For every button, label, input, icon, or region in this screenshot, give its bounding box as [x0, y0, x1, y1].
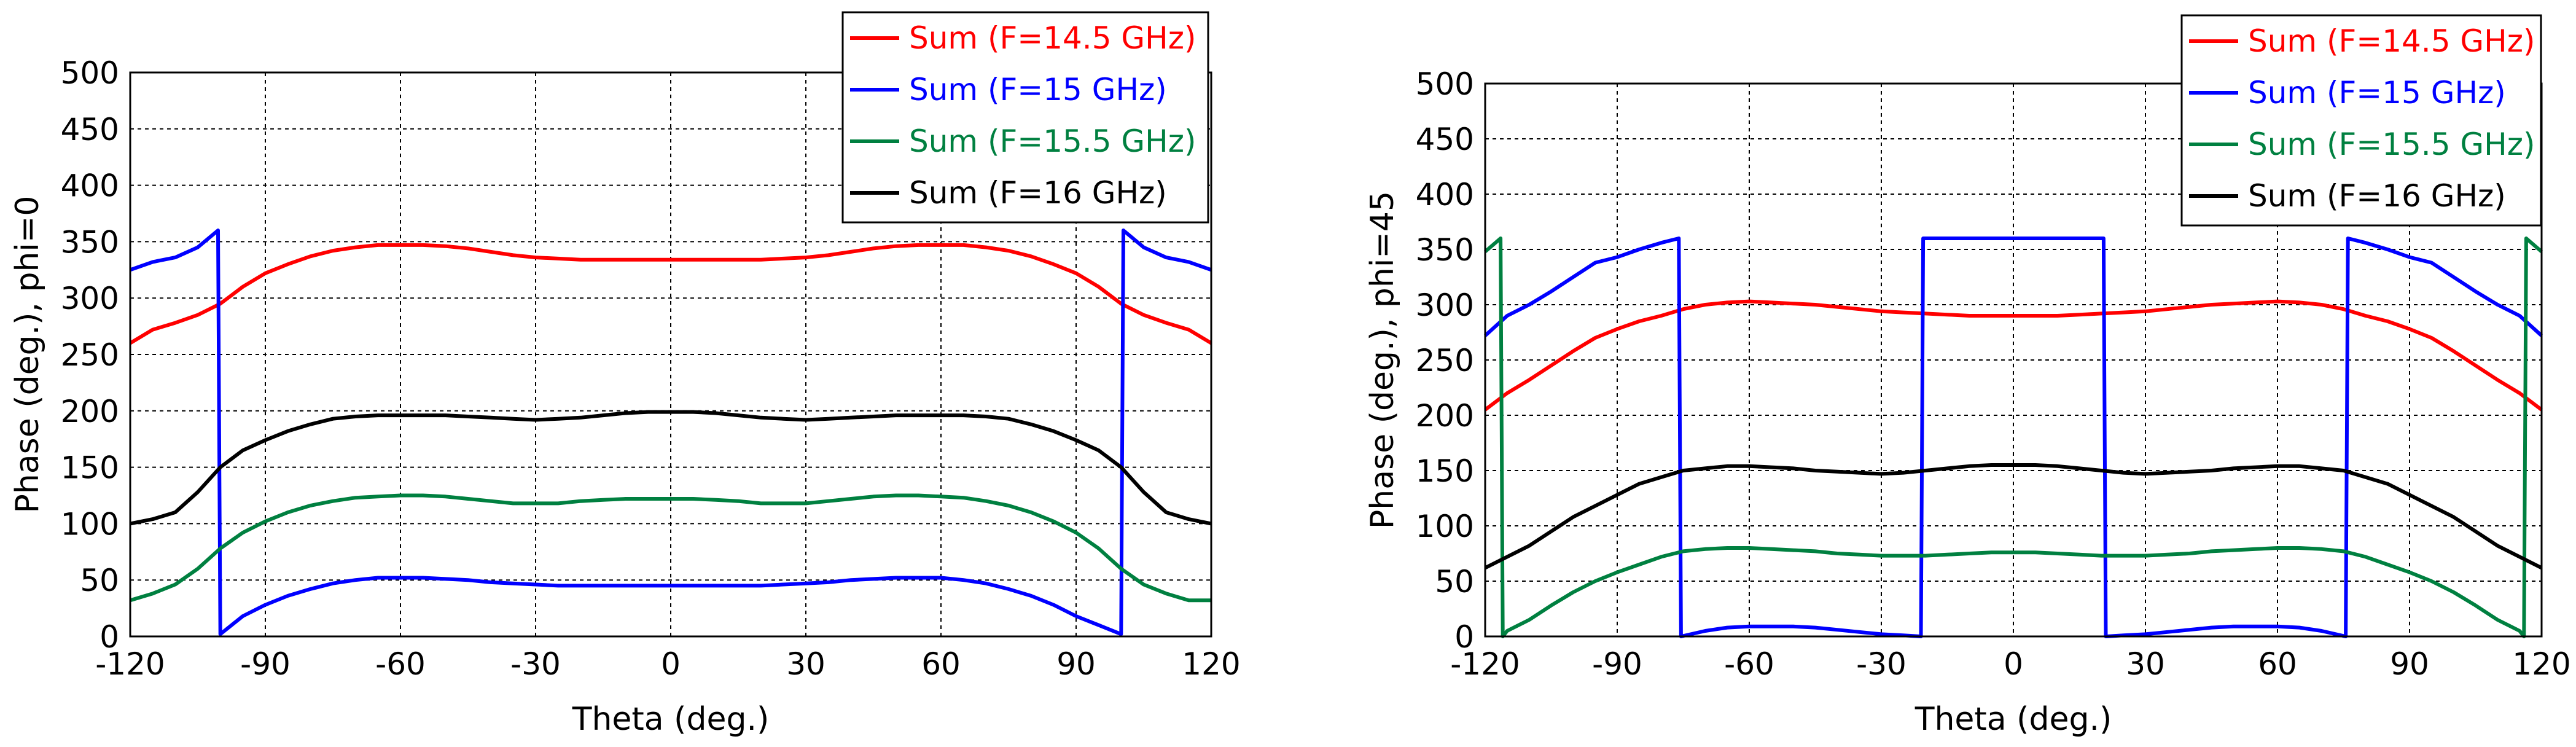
x-tick-label: 0 — [2004, 646, 2023, 682]
y-tick-label: 500 — [1416, 66, 1474, 102]
y-tick-label: 300 — [1416, 287, 1474, 323]
plot-frame — [1484, 82, 2543, 638]
x-tick-label: -30 — [510, 646, 561, 682]
x-axis-title: Theta (deg.) — [572, 701, 770, 738]
legend-label: Sum (F=15.5 GHz) — [2248, 127, 2535, 162]
y-tick-label: 200 — [61, 394, 119, 429]
y-tick-label: 300 — [61, 281, 119, 316]
series-line-3 — [1484, 463, 2543, 570]
series-line-0 — [1484, 299, 2543, 412]
y-tick-label: 400 — [1416, 177, 1474, 213]
series-line-2 — [1484, 237, 2543, 638]
y-tick-label: 350 — [61, 224, 119, 260]
y-tick-label: 350 — [1416, 232, 1474, 268]
x-tick-label: 90 — [1056, 646, 1096, 682]
y-tick-label: 150 — [1416, 453, 1474, 489]
legend-label: Sum (F=15 GHz) — [909, 72, 1167, 108]
chart-phi45: -120 -90 -60 -30 0 30 60 90 120 0 50 100 150 200 250 30… — [1364, 14, 2571, 738]
legend-label: Sum (F=16 GHz) — [909, 175, 1167, 211]
legend-label: Sum (F=14.5 GHz) — [909, 20, 1196, 56]
y-tick-label: 500 — [61, 55, 119, 91]
x-tick-label: -90 — [1592, 646, 1642, 682]
y-tick-label: 100 — [1416, 509, 1474, 544]
plot-frame — [129, 71, 1212, 638]
legend-label: Sum (F=14.5 GHz) — [2248, 23, 2535, 59]
x-axis-title: Theta (deg.) — [1914, 701, 2112, 738]
legend-box — [841, 11, 1209, 224]
y-tick-label: 400 — [61, 168, 119, 204]
legend-label: Sum (F=16 GHz) — [2248, 178, 2506, 214]
x-tick-label: -60 — [1724, 646, 1774, 682]
y-tick-label: 50 — [80, 563, 119, 598]
y-tick-label: 450 — [1416, 122, 1474, 157]
chart-phi0: -120 -90 -60 -30 0 30 60 90 120 0 50 100 150 200 250 30… — [9, 11, 1241, 738]
y-axis-title: Phase (deg.), phi=45 — [1364, 191, 1401, 529]
series-line-3 — [130, 410, 1212, 526]
y-tick-label: 450 — [61, 112, 119, 147]
x-tick-label: -90 — [240, 646, 291, 682]
series-line-0 — [129, 243, 1212, 345]
y-tick-label: 250 — [1416, 343, 1474, 378]
x-tick-label: 0 — [661, 646, 681, 682]
y-tick-label: 150 — [61, 450, 119, 486]
y-tick-label: 250 — [61, 337, 119, 373]
x-tick-label: -60 — [375, 646, 426, 682]
x-tick-label: 120 — [2512, 646, 2570, 682]
y-tick-label: 100 — [61, 506, 119, 542]
legend-box — [2180, 14, 2542, 227]
legend-label: Sum (F=15.5 GHz) — [909, 123, 1196, 159]
y-tick-label: 0 — [100, 619, 119, 655]
x-tick-label: -30 — [1856, 646, 1907, 682]
x-tick-label: 60 — [2258, 646, 2297, 682]
legend-label: Sum (F=15 GHz) — [2248, 75, 2506, 111]
x-tick-label: 60 — [921, 646, 961, 682]
x-tick-label: -120 — [1450, 646, 1520, 682]
y-axis-title: Phase (deg.), phi=0 — [9, 195, 46, 513]
x-tick-label: 120 — [1182, 646, 1240, 682]
y-tick-label: 200 — [1416, 398, 1474, 434]
x-tick-label: 30 — [786, 646, 825, 682]
y-tick-label: 50 — [1435, 564, 1474, 600]
x-tick-label: 30 — [2126, 646, 2165, 682]
y-tick-label: 0 — [1454, 619, 1474, 655]
x-tick-label: -120 — [95, 646, 165, 682]
series-line-2 — [130, 493, 1211, 603]
x-tick-label: 90 — [2390, 646, 2429, 682]
series-line-1 — [130, 229, 1212, 636]
series-line-1 — [1483, 237, 2543, 638]
